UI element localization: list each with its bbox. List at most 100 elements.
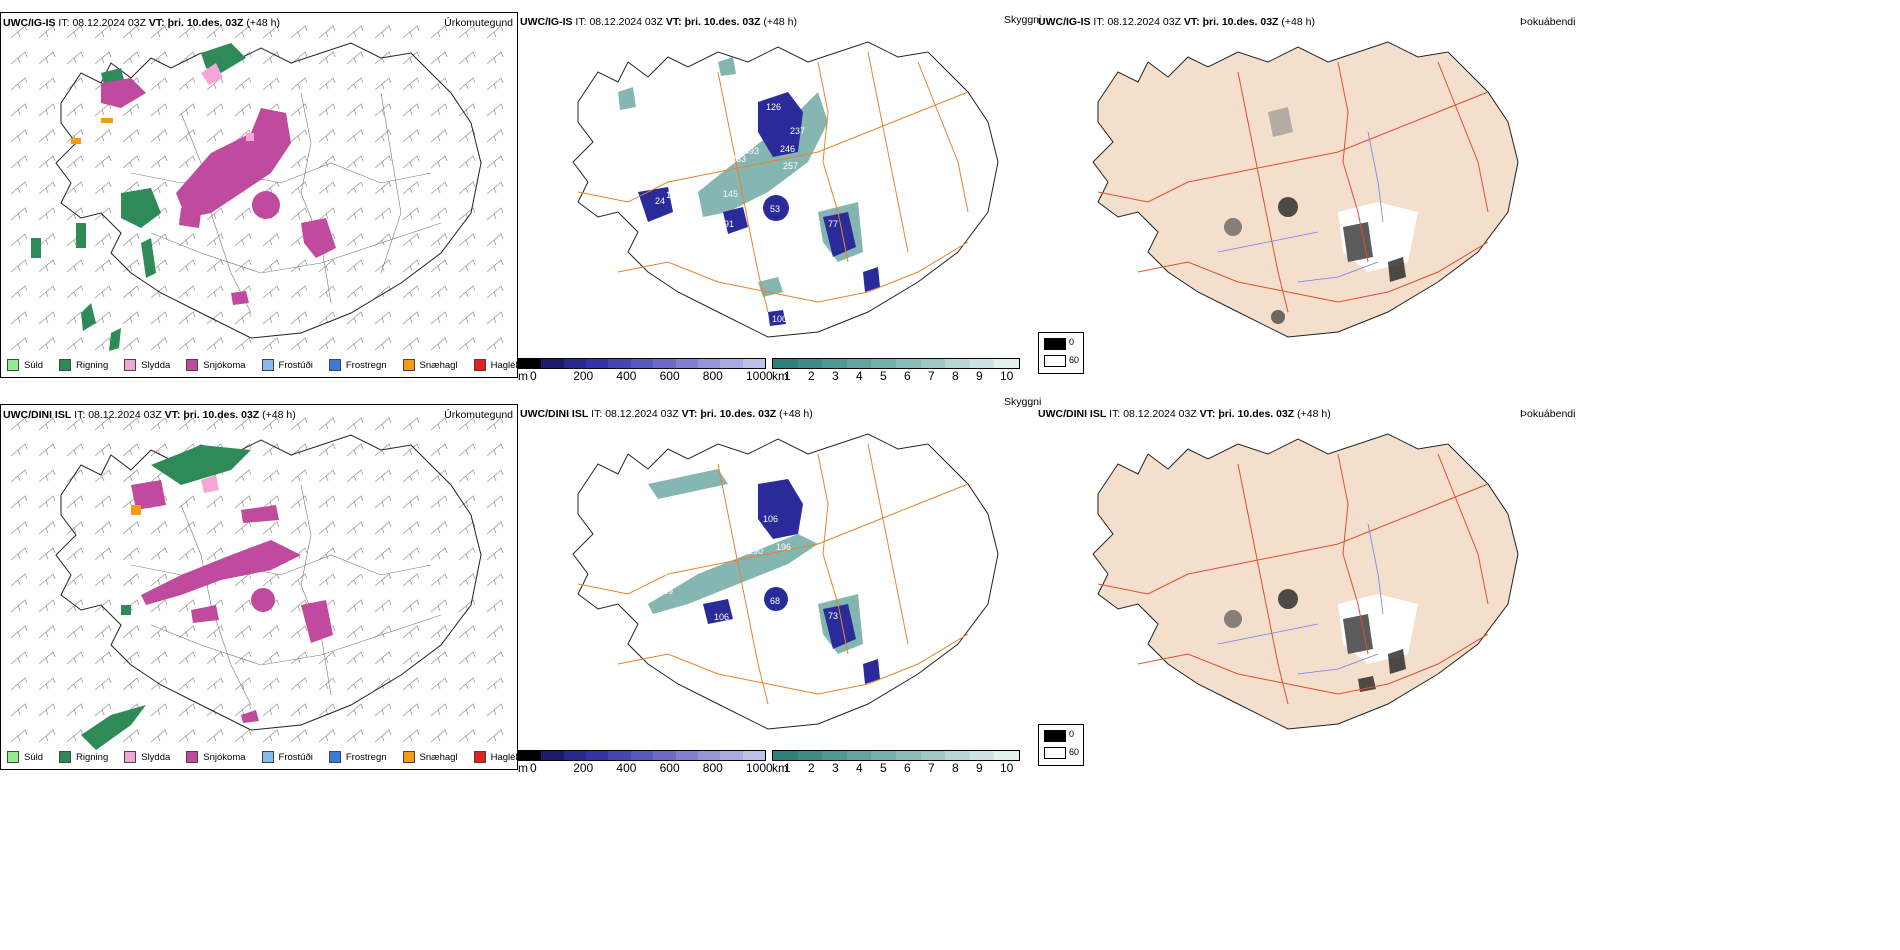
wind-barb: [458, 25, 476, 39]
wind-barb: [234, 233, 252, 247]
legend-swatch: [7, 359, 19, 371]
legend-label: Rigning: [76, 359, 109, 371]
legend-label: Frostregn: [345, 359, 387, 371]
wind-barb: [430, 311, 448, 325]
wind-barb: [94, 181, 112, 195]
ceiling-value-label: 148: [666, 190, 681, 200]
wind-barb: [150, 729, 168, 743]
wind-barb: [206, 25, 224, 39]
colorbar-step-10: [742, 751, 765, 760]
wind-barb: [178, 337, 196, 351]
wind-barb: [430, 25, 448, 39]
wind-barb: [290, 703, 308, 717]
wind-barb: [374, 599, 392, 613]
it-value: 08.12.2024 03Z: [589, 16, 663, 28]
wind-barb: [262, 625, 280, 639]
ceiling-value-label: 53: [770, 204, 780, 214]
wind-barb: [262, 443, 280, 457]
wind-barb: [206, 259, 224, 273]
colorbar-tick: 800: [702, 369, 723, 383]
wind-barb: [38, 155, 56, 169]
fog-title-top: UWC/IG-IS IT: 08.12.2024 03Z VT: þri. 10…: [1038, 16, 1315, 28]
wind-barb: [206, 495, 224, 509]
wind-barb: [430, 443, 448, 457]
wind-barb: [458, 129, 476, 143]
wind-barb: [486, 599, 504, 613]
legend-label: Haglél: [490, 751, 518, 763]
wind-barb: [318, 547, 336, 561]
wind-barb: [206, 417, 224, 431]
wind-barb: [318, 25, 336, 39]
wind-barb: [318, 573, 336, 587]
wind-barb: [206, 625, 224, 639]
wind-barb: [178, 259, 196, 273]
wind-barb: [10, 337, 28, 351]
wind-barb: [374, 51, 392, 65]
wind-barb: [150, 651, 168, 665]
ceiling-value-label: 237: [790, 126, 805, 136]
wind-barb: [94, 337, 112, 351]
wind-barb: [178, 703, 196, 717]
wind-barb: [430, 155, 448, 169]
wind-barb: [10, 51, 28, 65]
ceiling-value-label: 126: [766, 102, 781, 112]
wind-barb: [374, 259, 392, 273]
precip-snow-areas: [101, 78, 336, 305]
wind-barb: [430, 417, 448, 431]
wind-barb: [10, 651, 28, 665]
colorbar-tick: 10: [1000, 369, 1014, 383]
wind-barb: [290, 417, 308, 431]
colorbar-tick: 400: [616, 761, 637, 775]
wind-barb: [486, 417, 504, 431]
wind-barb: [66, 677, 84, 691]
wind-barb: [38, 599, 56, 613]
colorbar-tick: 200: [573, 761, 594, 775]
wind-barb: [66, 311, 84, 325]
wind-barb: [10, 547, 28, 561]
wind-barb: [206, 103, 224, 117]
vt-value: þri. 10.des. 03Z: [167, 17, 244, 29]
wind-barb: [122, 51, 140, 65]
wind-barb: [290, 77, 308, 91]
wind-barb: [150, 181, 168, 195]
colorbar-step-3: [846, 751, 872, 760]
wind-barb: [38, 521, 56, 535]
wind-barb: [206, 337, 224, 351]
wind-barb: [66, 443, 84, 457]
legend-label: Frostúði: [278, 359, 313, 371]
legend-label: Snjókoma: [203, 359, 246, 371]
wind-barb: [458, 337, 476, 351]
wind-barb: [486, 495, 504, 509]
wind-barb: [66, 495, 84, 509]
wind-barb: [374, 155, 392, 169]
it-label: IT:: [591, 408, 603, 420]
colorbar-tick: 600: [659, 369, 680, 383]
wind-barb: [66, 103, 84, 117]
wind-barb: [458, 495, 476, 509]
wind-barb: [206, 651, 224, 665]
wind-barb: [402, 417, 420, 431]
wind-barb: [486, 103, 504, 117]
roads: [1097, 61, 1489, 313]
wind-barb: [346, 469, 364, 483]
wind-barb: [66, 25, 84, 39]
vt-label: VT:: [681, 408, 698, 420]
vt-value: þri. 10.des. 03Z: [700, 408, 777, 420]
wind-barb: [122, 285, 140, 299]
wind-barb: [318, 51, 336, 65]
ceiling-value-label: 135: [713, 156, 728, 166]
wind-barb: [150, 573, 168, 587]
it-value: 08.12.2024 03Z: [88, 409, 162, 421]
wind-barb: [262, 729, 280, 743]
precip-map-top: [10, 25, 504, 351]
wind-barb: [262, 703, 280, 717]
lead-time: (+48 h): [1281, 16, 1315, 28]
wind-barb: [374, 521, 392, 535]
wind-barb: [346, 677, 364, 691]
wind-barb: [290, 599, 308, 613]
wind-barb: [178, 495, 196, 509]
wind-barb: [262, 311, 280, 325]
wind-barb: [346, 599, 364, 613]
legend-swatch: [261, 359, 274, 371]
wind-barb: [402, 51, 420, 65]
